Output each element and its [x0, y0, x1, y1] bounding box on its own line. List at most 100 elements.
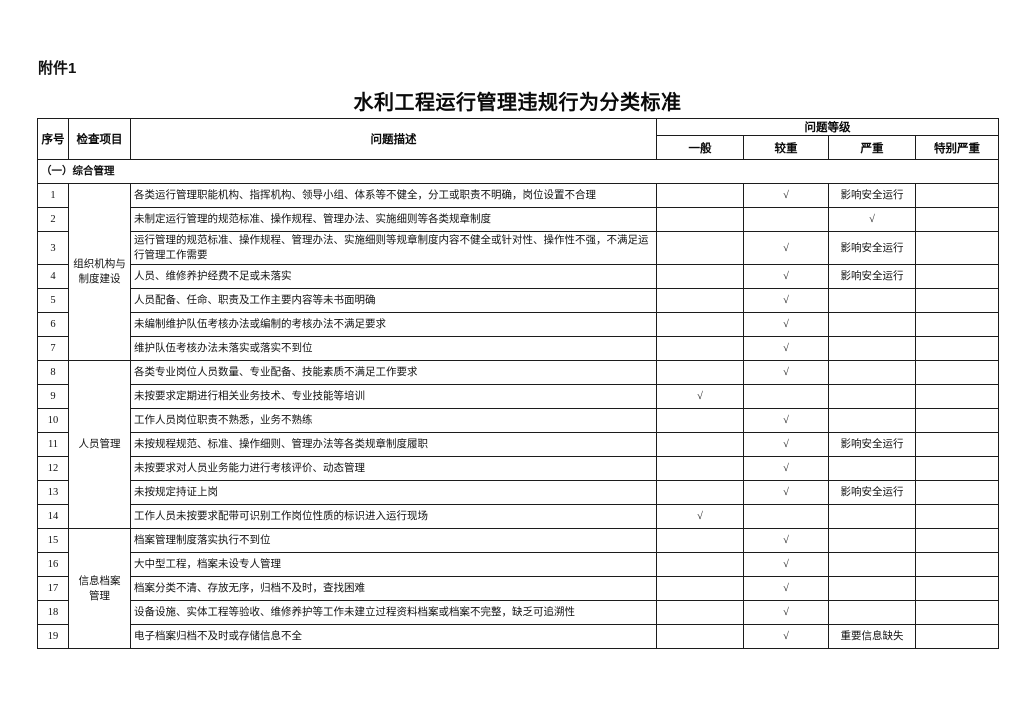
attachment-label: 附件1 — [38, 60, 77, 77]
level-extreme-cell — [915, 600, 999, 625]
row-number: 3 — [37, 231, 69, 265]
problem-description: 电子档案归档不及时或存储信息不全 — [130, 624, 657, 649]
header-problem-level-group: 问题等级 — [656, 118, 999, 136]
problem-description: 各类运行管理职能机构、指挥机构、领导小组、体系等不健全，分工或职责不明确，岗位设… — [130, 183, 657, 208]
problem-description: 大中型工程，档案未设专人管理 — [130, 552, 657, 577]
header-row-levels: 一般 较重 严重 特别严重 — [38, 135, 999, 160]
row-number: 14 — [37, 504, 69, 529]
level-moderate-cell: √ — [743, 231, 829, 265]
table-row: 19 电子档案归档不及时或存储信息不全 √ 重要信息缺失 — [37, 624, 999, 649]
level-moderate-cell: √ — [743, 480, 829, 505]
level-extreme-cell — [915, 336, 999, 361]
level-extreme-cell — [915, 231, 999, 265]
problem-description: 未编制维护队伍考核办法或编制的考核办法不满足要求 — [130, 312, 657, 337]
level-general-cell — [656, 456, 744, 481]
level-extreme-cell — [915, 183, 999, 208]
level-extreme-cell — [915, 360, 999, 385]
level-extreme-cell — [915, 528, 999, 553]
header-check-item: 检查项目 — [68, 118, 131, 160]
level-extreme-cell — [915, 408, 999, 433]
level-severe-cell: 影响安全运行 — [828, 480, 916, 505]
level-extreme-cell — [915, 264, 999, 289]
level-severe-cell: 重要信息缺失 — [828, 624, 916, 649]
level-severe-cell — [828, 576, 916, 601]
level-moderate-cell: √ — [743, 456, 829, 481]
table-row: 4 人员、维修养护经费不足或未落实 √ 影响安全运行 — [37, 264, 999, 289]
row-number: 17 — [37, 576, 69, 601]
row-number: 15 — [37, 528, 69, 553]
row-number: 8 — [37, 360, 69, 385]
level-general-cell — [656, 408, 744, 433]
level-severe-cell — [828, 456, 916, 481]
header-level-general: 一般 — [656, 135, 744, 160]
table-row: 3 运行管理的规范标准、操作规程、管理办法、实施细则等规章制度内容不健全或针对性、… — [37, 231, 999, 265]
level-extreme-cell — [915, 288, 999, 313]
level-general-cell — [656, 480, 744, 505]
row-number: 11 — [37, 432, 69, 457]
level-extreme-cell — [915, 576, 999, 601]
header-level-extreme: 特别严重 — [915, 135, 999, 160]
table-row: 8 人员管理 各类专业岗位人员数量、专业配备、技能素质不满足工作要求 √ — [37, 360, 999, 529]
level-extreme-cell — [915, 456, 999, 481]
level-moderate-cell: √ — [743, 336, 829, 361]
row-number: 9 — [37, 384, 69, 409]
level-general-cell: √ — [656, 384, 744, 409]
level-general-cell — [656, 528, 744, 553]
level-moderate-cell: √ — [743, 264, 829, 289]
row-number: 2 — [37, 207, 69, 232]
level-extreme-cell — [915, 624, 999, 649]
problem-description: 未按规程规范、标准、操作细则、管理办法等各类规章制度履职 — [130, 432, 657, 457]
level-moderate-cell: √ — [743, 552, 829, 577]
level-general-cell — [656, 207, 744, 232]
table-row: 2 未制定运行管理的规范标准、操作规程、管理办法、实施细则等各类规章制度 √ — [37, 207, 999, 232]
section-title: （一）综合管理 — [37, 159, 999, 184]
row-number: 4 — [37, 264, 69, 289]
problem-description: 工作人员岗位职责不熟悉，业务不熟练 — [130, 408, 657, 433]
level-moderate-cell: √ — [743, 600, 829, 625]
check-item-group-label: 组织机构与 制度建设 — [68, 183, 131, 361]
problem-description: 未按要求定期进行相关业务技术、专业技能等培训 — [130, 384, 657, 409]
level-severe-cell: 影响安全运行 — [828, 264, 916, 289]
problem-description: 档案管理制度落实执行不到位 — [130, 528, 657, 553]
problem-description: 未制定运行管理的规范标准、操作规程、管理办法、实施细则等各类规章制度 — [130, 207, 657, 232]
level-severe-cell — [828, 408, 916, 433]
level-general-cell — [656, 336, 744, 361]
table-row: 14 工作人员未按要求配带可识别工作岗位性质的标识进入运行现场 √ — [37, 504, 999, 529]
level-moderate-cell: √ — [743, 288, 829, 313]
level-extreme-cell — [915, 432, 999, 457]
level-severe-cell — [828, 504, 916, 529]
row-number: 16 — [37, 552, 69, 577]
section-row: （一）综合管理 — [37, 159, 999, 184]
problem-description: 各类专业岗位人员数量、专业配备、技能素质不满足工作要求 — [130, 360, 657, 385]
level-severe-cell — [828, 528, 916, 553]
row-number: 5 — [37, 288, 69, 313]
table-row: 11 未按规程规范、标准、操作细则、管理办法等各类规章制度履职 √ 影响安全运行 — [37, 432, 999, 457]
row-number: 13 — [37, 480, 69, 505]
problem-description: 人员、维修养护经费不足或未落实 — [130, 264, 657, 289]
level-general-cell — [656, 264, 744, 289]
problem-description: 工作人员未按要求配带可识别工作岗位性质的标识进入运行现场 — [130, 504, 657, 529]
table-row: 10 工作人员岗位职责不熟悉，业务不熟练 √ — [37, 408, 999, 433]
level-severe-cell — [828, 552, 916, 577]
table-body: （一）综合管理 1 组织机构与 制度建设 各类运行管理职能机构、指挥机构、领导小组、… — [37, 159, 999, 649]
check-item-group-label: 人员管理 — [68, 360, 131, 529]
level-severe-cell — [828, 600, 916, 625]
row-number: 7 — [37, 336, 69, 361]
header-seq: 序号 — [37, 118, 69, 160]
table-row: 5 人员配备、任命、职责及工作主要内容等未书面明确 √ — [37, 288, 999, 313]
table-row: 13 未按规定持证上岗 √ 影响安全运行 — [37, 480, 999, 505]
level-severe-cell — [828, 336, 916, 361]
problem-description: 未按要求对人员业务能力进行考核评价、动态管理 — [130, 456, 657, 481]
level-general-cell — [656, 432, 744, 457]
header-level-moderate: 较重 — [743, 135, 829, 160]
problem-description: 档案分类不清、存放无序，归档不及时，查找困难 — [130, 576, 657, 601]
row-number: 10 — [37, 408, 69, 433]
row-number: 6 — [37, 312, 69, 337]
problem-description: 运行管理的规范标准、操作规程、管理办法、实施细则等规章制度内容不健全或针对性、操… — [130, 231, 657, 265]
header-level-severe: 严重 — [828, 135, 916, 160]
row-number: 19 — [37, 624, 69, 649]
level-general-cell — [656, 231, 744, 265]
level-moderate-cell — [743, 504, 829, 529]
level-extreme-cell — [915, 504, 999, 529]
